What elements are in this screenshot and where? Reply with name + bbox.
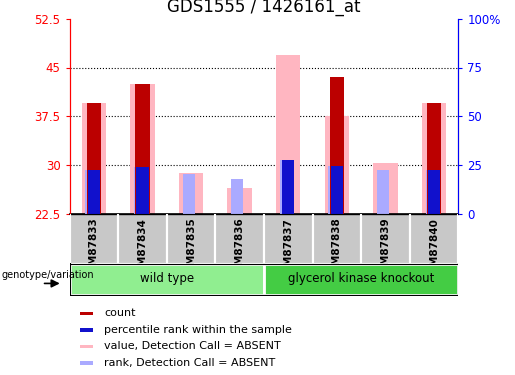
Bar — [228, 188, 252, 214]
Bar — [88, 170, 100, 214]
Bar — [136, 167, 148, 214]
Text: GSM87839: GSM87839 — [381, 217, 390, 280]
Text: GSM87834: GSM87834 — [138, 217, 147, 280]
Bar — [85, 170, 97, 214]
Bar — [280, 160, 292, 214]
Text: GSM87838: GSM87838 — [332, 217, 342, 280]
Text: rank, Detection Call = ABSENT: rank, Detection Call = ABSENT — [104, 358, 276, 368]
Text: genotype/variation: genotype/variation — [2, 270, 94, 280]
Bar — [167, 214, 215, 262]
Bar — [70, 264, 264, 295]
Text: GSM87836: GSM87836 — [235, 217, 245, 280]
Bar — [427, 103, 441, 214]
Bar — [80, 328, 93, 332]
Bar — [80, 362, 93, 364]
Bar — [377, 170, 389, 214]
Text: wild type: wild type — [140, 272, 194, 285]
Bar — [130, 84, 154, 214]
Text: GSM87837: GSM87837 — [283, 217, 293, 280]
Bar — [264, 264, 458, 295]
Bar — [82, 103, 106, 214]
Bar — [80, 312, 93, 315]
Bar — [80, 345, 93, 348]
Bar — [373, 163, 398, 214]
Bar — [428, 170, 440, 214]
Bar — [425, 170, 438, 214]
Bar — [231, 179, 243, 214]
Text: GSM87835: GSM87835 — [186, 217, 196, 280]
Bar — [118, 214, 167, 262]
Bar — [331, 166, 343, 214]
Bar — [134, 167, 146, 214]
Bar — [422, 103, 446, 214]
Text: GSM87833: GSM87833 — [89, 217, 99, 280]
Title: GDS1555 / 1426161_at: GDS1555 / 1426161_at — [167, 0, 360, 16]
Bar — [215, 214, 264, 262]
Bar — [282, 160, 294, 214]
Bar — [276, 54, 300, 214]
Bar — [361, 214, 410, 262]
Bar — [329, 166, 340, 214]
Bar — [182, 174, 195, 214]
Bar — [87, 103, 101, 214]
Bar — [179, 173, 203, 214]
Text: GSM87840: GSM87840 — [429, 217, 439, 280]
Bar — [324, 116, 349, 214]
Text: count: count — [104, 309, 136, 318]
Text: glycerol kinase knockout: glycerol kinase knockout — [288, 272, 434, 285]
Bar — [410, 214, 458, 262]
Text: percentile rank within the sample: percentile rank within the sample — [104, 325, 292, 335]
Bar — [135, 84, 150, 214]
Bar — [313, 214, 361, 262]
Bar — [330, 77, 344, 214]
Bar — [70, 214, 118, 262]
Text: value, Detection Call = ABSENT: value, Detection Call = ABSENT — [104, 342, 281, 351]
Bar — [264, 214, 313, 262]
